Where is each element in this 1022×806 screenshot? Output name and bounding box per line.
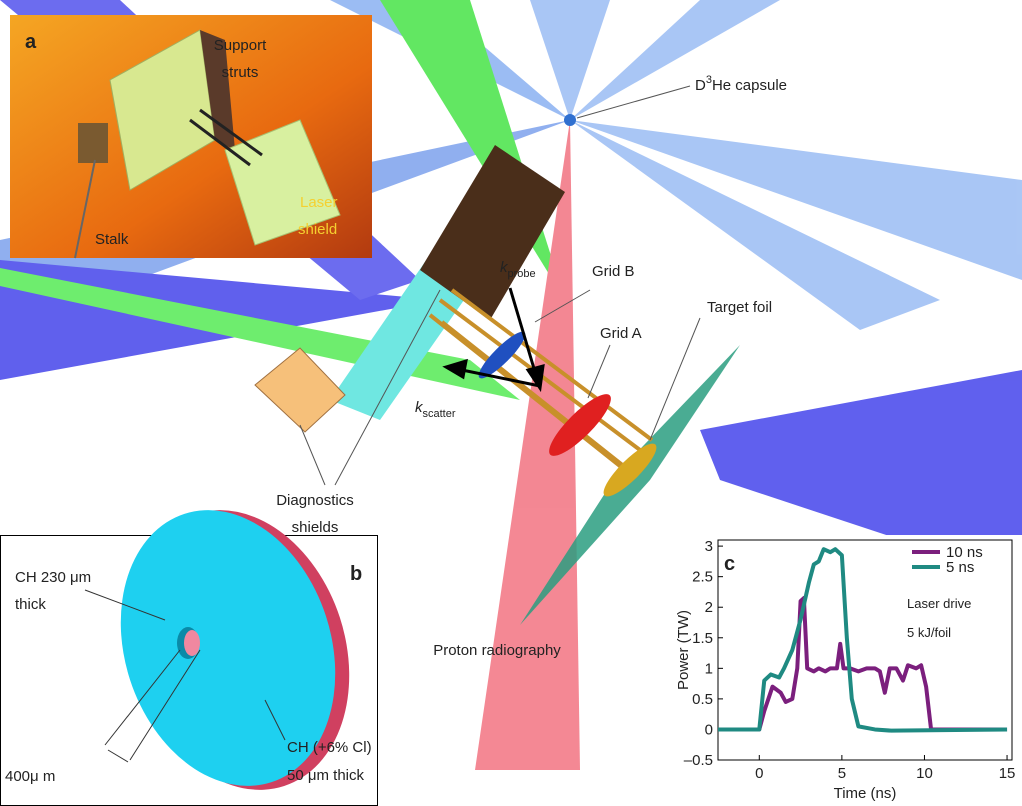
label: Support: [214, 37, 267, 54]
hole-inner: [184, 630, 200, 656]
label: CH 230 μm: [15, 569, 91, 586]
panel-a: a Support struts Stalk Laser shield: [10, 15, 372, 259]
beam: [475, 120, 580, 770]
dims: [84, 589, 286, 763]
arrowhead: [442, 358, 468, 380]
text: k: [500, 259, 509, 276]
k-probe-arrow: [508, 287, 537, 373]
y-tick-label: 0.5: [692, 691, 713, 708]
legend-label: 5 ns: [946, 559, 974, 576]
plot-frame: [717, 539, 1013, 761]
arrows: [442, 287, 545, 393]
capsule-label: D3He capsule: [695, 74, 787, 94]
beam: [530, 0, 610, 120]
x-tick-label: 10: [916, 765, 933, 782]
text: D: [695, 77, 706, 94]
x-axis-label: Time (ns): [834, 785, 897, 802]
label: thick: [15, 596, 46, 613]
text: He capsule: [712, 77, 787, 94]
beam: [700, 370, 1022, 580]
grid-a-label: Grid A: [600, 325, 642, 342]
text: probe: [508, 268, 536, 280]
y-tick-label: 0: [705, 721, 713, 738]
leader: [84, 589, 166, 621]
beam: [570, 120, 1022, 280]
leaders: [299, 85, 701, 486]
capsule: [564, 114, 576, 126]
k-probe-label: kprobe: [500, 259, 536, 280]
beam: [570, 0, 780, 120]
label: Stalk: [95, 231, 129, 248]
dim-line: [129, 649, 201, 761]
y-tick-label: 1: [705, 660, 713, 677]
grid-b-label: Grid B: [592, 263, 635, 280]
y-tick-label: 2: [705, 599, 713, 616]
target-foil-plane: [520, 345, 740, 625]
legend-label: 10 ns: [946, 544, 983, 561]
label: CH (+6% Cl): [287, 739, 372, 756]
text: 3: [706, 74, 712, 86]
strut: [440, 320, 637, 477]
y-tick-label: 2.5: [692, 569, 713, 586]
annotation: Laser drive: [907, 596, 971, 611]
x-tick-label: 15: [999, 765, 1016, 782]
annotation: 5 kJ/foil: [907, 625, 951, 640]
ch-layer: [120, 510, 336, 786]
leader: [299, 424, 326, 486]
strut: [189, 118, 251, 167]
series-line: [718, 596, 1008, 732]
stalk: [74, 159, 96, 259]
arrowhead: [525, 363, 545, 393]
panel-label: a: [25, 31, 37, 53]
leader: [649, 317, 701, 441]
dim-line: [104, 649, 181, 746]
grid-b: [478, 331, 526, 379]
text: scatter: [423, 408, 456, 420]
series-line: [718, 547, 1008, 733]
label: 400μ m: [5, 768, 55, 785]
grid-a: [549, 394, 611, 456]
panel-label: c: [724, 553, 735, 575]
diagnostics-label: Diagnostics: [276, 492, 354, 509]
y-tick-label: 3: [705, 538, 713, 555]
panel-label: b: [350, 563, 362, 585]
label: shield: [298, 221, 337, 238]
mount: [78, 123, 108, 163]
label: Laser: [300, 194, 338, 211]
diagnostic-shield: [254, 347, 346, 433]
k-scatter-arrow: [461, 368, 541, 388]
strut: [428, 313, 627, 472]
label: 50 μm thick: [287, 767, 364, 784]
target-foil: [603, 443, 657, 497]
leader: [534, 289, 591, 323]
leader: [334, 289, 441, 486]
dim-arrow: [107, 749, 129, 763]
proton-label: Proton radiography: [433, 642, 561, 659]
panel-c: 0 5 10 15 –0.5 0 0.5 1 1.5 2 2.5 3 Time (ns) Power (T…: [662, 535, 1022, 806]
diagnostic-shield: [420, 145, 565, 320]
leader: [576, 85, 691, 119]
y-axis-label: Power (TW): [675, 610, 692, 690]
x-tick-label: 0: [755, 765, 763, 782]
struts-photo: [189, 108, 263, 167]
y-tick-label: 1.5: [692, 630, 713, 647]
x-tick-label: 5: [838, 765, 846, 782]
diagnostics-label: shields: [292, 519, 339, 536]
k-scatter-label: kscatter: [415, 399, 456, 420]
leader: [264, 699, 286, 741]
strut: [199, 108, 263, 157]
panel-b: b CH 230 μm thick 400μ m CH (+6% Cl) 50 …: [0, 510, 378, 806]
target-foil-label: Target foil: [707, 299, 772, 316]
leader: [587, 344, 611, 399]
y-tick-label: –0.5: [684, 752, 713, 769]
shield-edge: [200, 30, 235, 150]
beam: [570, 120, 940, 330]
text: k: [415, 399, 424, 416]
label: struts: [222, 64, 259, 81]
laser-shield: [224, 119, 341, 246]
strut: [450, 288, 654, 442]
